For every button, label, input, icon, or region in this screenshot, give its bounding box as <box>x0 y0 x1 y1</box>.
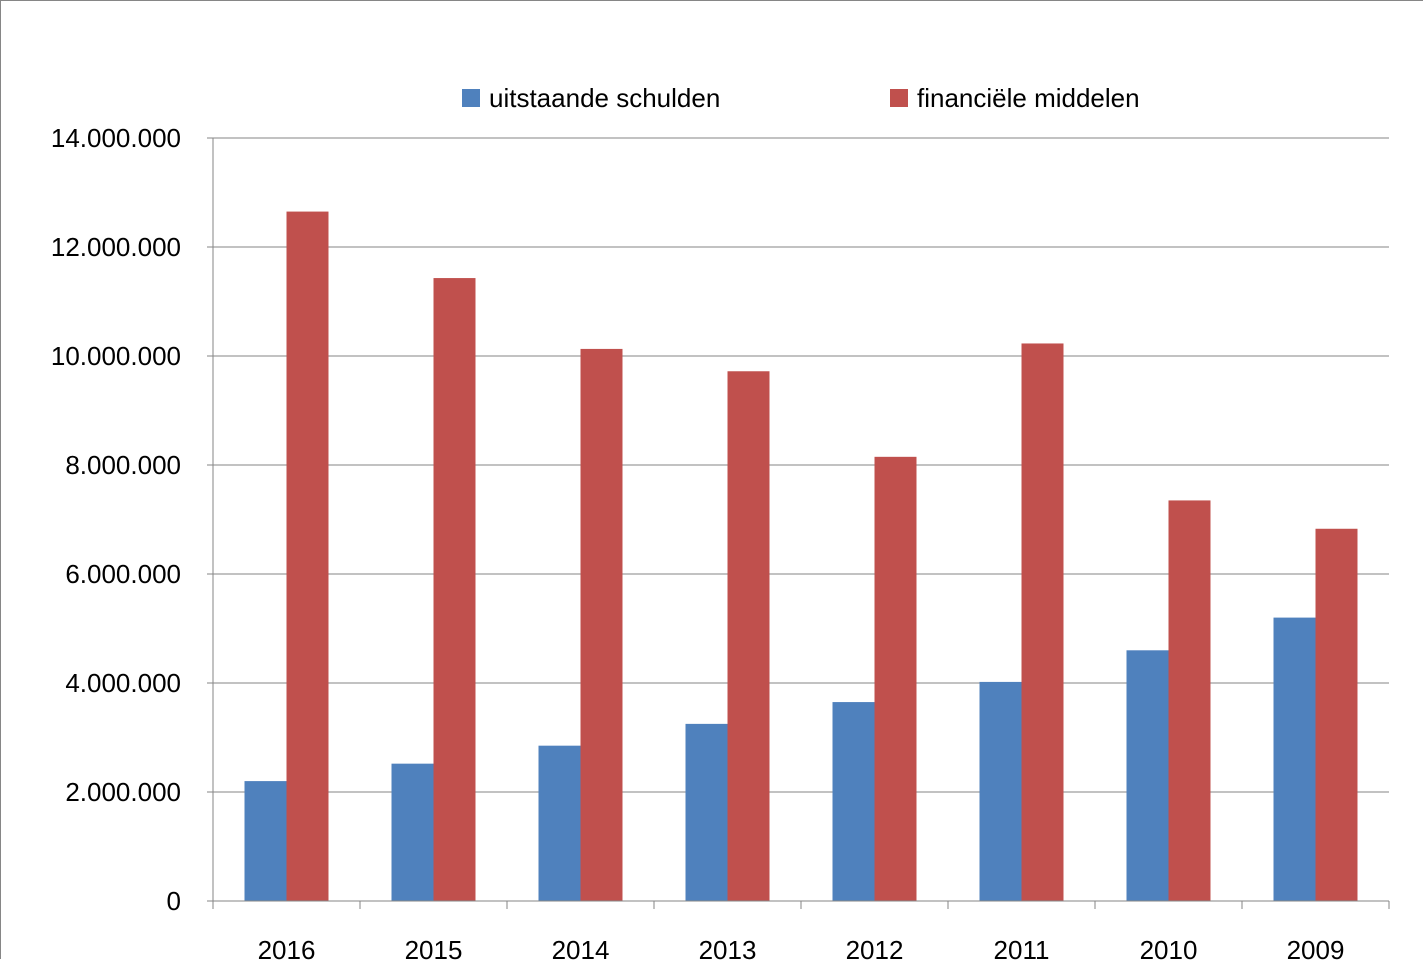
bar-financiele-middelen-2013 <box>727 371 770 901</box>
x-tick-label: 2015 <box>405 935 463 960</box>
bars <box>244 211 1358 902</box>
bar-financiele-middelen-2016 <box>286 211 329 901</box>
legend: uitstaande schulden financiële middelen <box>462 83 1140 113</box>
x-tick-label: 2013 <box>699 935 757 960</box>
x-tick-label: 2009 <box>1287 935 1345 960</box>
y-tick-label: 0 <box>167 886 181 916</box>
x-tick-label: 2010 <box>1140 935 1198 960</box>
bar-uitstaande-schulden-2010 <box>1126 650 1169 901</box>
y-tick-label: 2.000.000 <box>65 777 181 807</box>
bar-uitstaande-schulden-2009 <box>1273 617 1316 901</box>
y-tick-label: 14.000.000 <box>51 123 181 153</box>
x-tick-label: 2016 <box>258 935 316 960</box>
bar-financiele-middelen-2009 <box>1315 528 1358 901</box>
bar-uitstaande-schulden-2013 <box>685 723 728 901</box>
bar-uitstaande-schulden-2016 <box>244 781 287 901</box>
gridlines <box>213 137 1389 793</box>
bar-uitstaande-schulden-2011 <box>979 681 1022 901</box>
bar-financiele-middelen-2010 <box>1168 500 1211 901</box>
legend-swatch <box>462 89 480 107</box>
bar-financiele-middelen-2014 <box>580 348 623 901</box>
y-tick-label: 6.000.000 <box>65 559 181 589</box>
x-tick-label: 2012 <box>846 935 904 960</box>
legend-label: financiële middelen <box>917 83 1140 113</box>
bar-uitstaande-schulden-2015 <box>391 763 434 901</box>
bar-uitstaande-schulden-2014 <box>538 745 581 901</box>
y-tick-label: 4.000.000 <box>65 668 181 698</box>
legend-label: uitstaande schulden <box>489 83 720 113</box>
y-tick-label: 10.000.000 <box>51 341 181 371</box>
x-tick-label: 2014 <box>552 935 610 960</box>
legend-swatch <box>890 89 908 107</box>
bar-financiele-middelen-2015 <box>433 278 476 901</box>
x-tick-label: 2011 <box>994 935 1050 960</box>
y-tick-label: 12.000.000 <box>51 232 181 262</box>
bar-uitstaande-schulden-2012 <box>832 702 875 901</box>
y-axis-tick-labels: 0 2.000.000 4.000.000 6.000.000 8.000.000 10.… <box>51 123 181 916</box>
x-axis-tick-labels: 2016 2015 2014 2013 2012 2011 2010 2009 <box>258 935 1345 960</box>
bar-financiele-middelen-2011 <box>1021 343 1064 902</box>
y-tick-label: 8.000.000 <box>65 450 181 480</box>
bar-financiele-middelen-2012 <box>874 456 917 901</box>
axes <box>207 137 1390 909</box>
